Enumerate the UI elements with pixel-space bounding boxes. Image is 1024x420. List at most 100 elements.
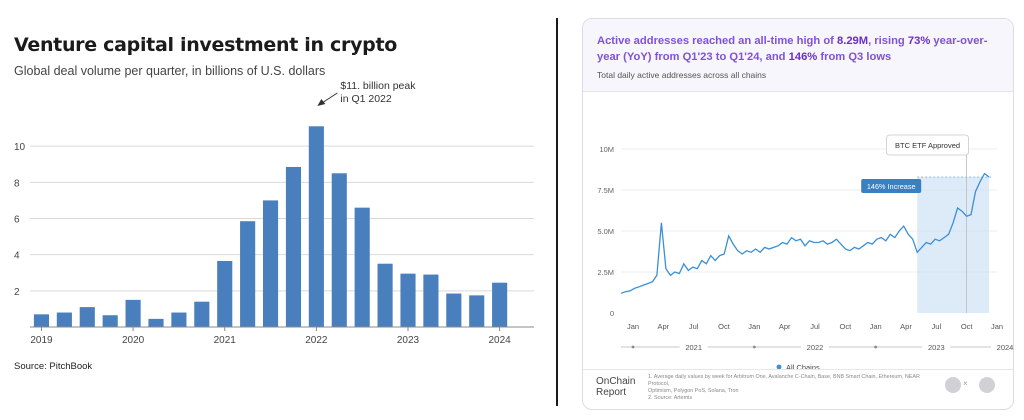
bar (56, 312, 72, 327)
artemis-logo-icon (979, 377, 995, 393)
annotation-arrow-head (317, 99, 326, 106)
bar (354, 207, 370, 327)
headline-value-ath: 8.29M (837, 35, 869, 47)
vc-chart-panel: Venture capital investment in crypto Glo… (14, 34, 534, 372)
year-label-bg (991, 342, 1013, 352)
x-month-label: Apr (900, 322, 912, 331)
bar (148, 318, 164, 327)
partner-logo-icon (945, 377, 961, 393)
y-tick-label: 2 (14, 287, 20, 298)
increase-callout-label: 146% Increase (867, 182, 916, 191)
x-month-label: Jan (748, 322, 760, 331)
x-month-label: Jul (810, 322, 820, 331)
x-year-label: 2023 (928, 343, 945, 352)
bar (262, 200, 279, 327)
onchain-card: Active addresses reached an all-time hig… (582, 18, 1014, 410)
etf-callout-box (886, 134, 969, 156)
legend-swatch (776, 364, 782, 370)
y-tick-label: 8 (14, 178, 20, 189)
headline-value-yoy: 73% (907, 35, 931, 47)
bar (102, 315, 118, 327)
footnote-2: 2. Source: Artemis (648, 395, 693, 401)
footnotes: 1. Average daily values by week for Arbi… (648, 374, 938, 402)
chart-title: Venture capital investment in crypto (14, 34, 398, 56)
y-tick-label: 7.5M (597, 186, 614, 195)
brand-line1: OnChain (596, 376, 636, 387)
year-label-bg (679, 342, 708, 352)
bar (331, 173, 347, 327)
year-axis-dot (874, 345, 878, 349)
x-month-label: Jul (932, 322, 942, 331)
bar-chart: 2 4 6 8 10 2019 2020 2021 2022 2023 2024 $11. billi… (14, 80, 534, 346)
legend-label: All Chains (786, 363, 820, 371)
x-month-label: Jan (627, 322, 639, 331)
footnote-1b: Optimism, Polygon PoS, Solana, Tron (648, 388, 739, 394)
bar (171, 312, 187, 327)
x-month-label: Oct (718, 322, 731, 331)
card-headline: Active addresses reached an all-time hig… (597, 33, 1002, 65)
headline-pre: Active addresses reached an all-time hig… (597, 35, 837, 47)
y-tick-label: 10M (599, 145, 614, 154)
x-month-label: Apr (779, 322, 791, 331)
headline-mid2: year-over-year (YoY) from Q1'23 to Q1'24… (597, 35, 988, 63)
x-month-label: Jan (991, 322, 1003, 331)
brand-line2: Report (596, 387, 627, 398)
card-header: Active addresses reached an all-time hig… (583, 19, 1013, 92)
y-tick-label: 5.0M (597, 227, 614, 236)
x-year-label: 2024 (997, 343, 1013, 352)
logo-separator: × (963, 379, 968, 388)
bar (377, 263, 393, 327)
card-footer (583, 369, 1013, 409)
annotation-peak-line1: $11. billion peak (340, 80, 416, 92)
bar (446, 293, 462, 327)
bar (308, 126, 324, 328)
x-tick-label: 2021 (214, 335, 237, 346)
bar (79, 307, 95, 327)
etf-callout-label: BTC ETF Approved (895, 141, 960, 150)
year-label-bg (801, 342, 829, 352)
x-tick-label: 2024 (489, 335, 512, 346)
bar (125, 299, 141, 327)
bar (33, 314, 50, 327)
chart-subtitle: Global deal volume per quarter, in billi… (14, 64, 326, 78)
y-tick-label: 6 (14, 215, 20, 226)
increase-region (917, 177, 989, 313)
x-month-label: Oct (961, 322, 974, 331)
headline-mid1: , rising (868, 35, 908, 47)
x-month-label: Apr (657, 322, 669, 331)
panel-divider (556, 18, 558, 406)
x-tick-label: 2020 (122, 335, 145, 346)
x-year-label: 2021 (685, 343, 702, 352)
brand-logo-text: OnChain Report (596, 376, 635, 398)
increase-callout-box (861, 179, 922, 194)
y-tick-label: 10 (14, 142, 26, 153)
x-month-label: Jan (870, 322, 882, 331)
bar (423, 274, 439, 327)
year-label-bg (922, 342, 951, 352)
x-tick-label: 2022 (305, 335, 328, 346)
bar (400, 273, 416, 327)
chart-source: Source: PitchBook (14, 361, 93, 372)
bar (492, 282, 508, 327)
bar (285, 166, 302, 327)
card-subtitle: Total daily active addresses across all … (597, 70, 767, 80)
bar (217, 260, 233, 327)
y-tick-label: 4 (14, 251, 20, 262)
bar (469, 295, 485, 327)
headline-value-q3: 146% (788, 51, 818, 63)
x-month-label: Oct (839, 322, 852, 331)
year-axis-dot (631, 345, 635, 349)
x-year-label: 2022 (807, 343, 824, 352)
series-line-all-chains (620, 172, 990, 294)
y-tick-label: 0 (610, 309, 614, 318)
y-tick-label: 2.5M (597, 268, 614, 277)
bar (194, 301, 210, 327)
footnote-1: 1. Average daily values by week for Arbi… (648, 374, 920, 387)
bar (240, 221, 256, 327)
line-chart: 0 2.5M 5.0M 7.5M 10M BTC ETF Approved 146% Inc… (597, 134, 1013, 371)
annotation-peak-line2: in Q1 2022 (340, 93, 392, 105)
x-tick-label: 2023 (397, 335, 420, 346)
year-axis-dot (752, 345, 756, 349)
x-month-label: Jul (689, 322, 699, 331)
x-tick-label: 2019 (30, 335, 53, 346)
